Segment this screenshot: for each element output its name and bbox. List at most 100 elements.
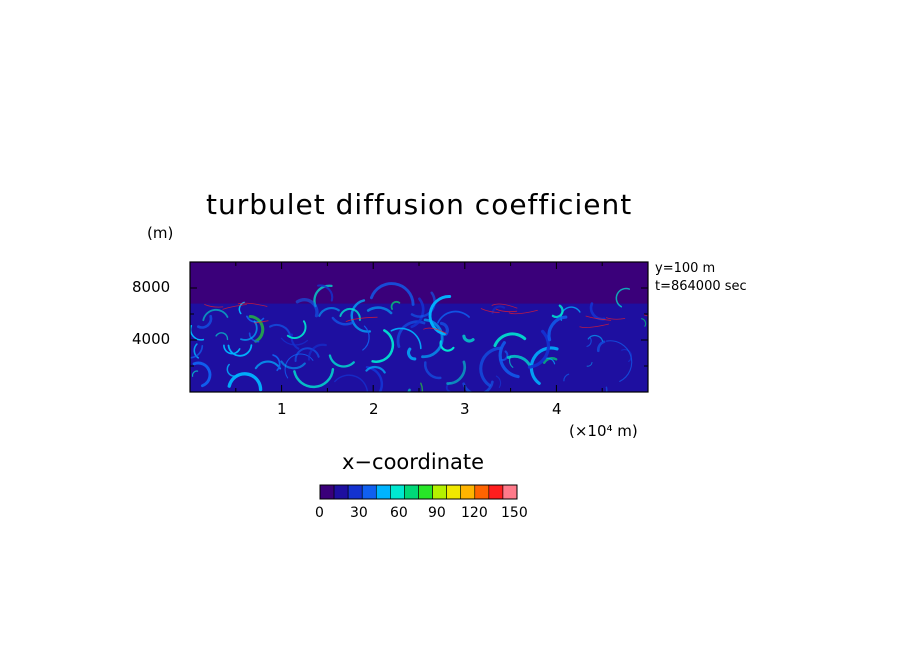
eddy-streak xyxy=(227,344,253,357)
eddy-streak xyxy=(410,297,425,329)
eddy-streak xyxy=(272,354,281,372)
eddy-streak xyxy=(547,315,568,342)
colorbar-tick-label: 150 xyxy=(501,505,528,521)
eddy-streak xyxy=(248,314,265,343)
eddy-streak xyxy=(529,346,559,385)
eddy-streak xyxy=(366,306,393,315)
boundary-filament xyxy=(204,304,224,308)
x-tick-label: 4 xyxy=(552,400,562,418)
y-axis-unit: (m) xyxy=(147,224,174,242)
colorbar-swatch xyxy=(319,484,335,500)
boundary-filament xyxy=(508,309,538,315)
eddy-streak xyxy=(369,282,415,306)
eddy-streak xyxy=(365,366,386,374)
eddy-streak xyxy=(545,357,556,365)
colorbar-tick-label: 90 xyxy=(428,505,446,521)
boundary-filament xyxy=(491,303,518,309)
eddy-streak xyxy=(254,360,282,370)
x-axis-unit: (×10⁴ m) xyxy=(569,422,638,440)
boundary-filament xyxy=(579,323,609,328)
colorbar-swatch xyxy=(418,484,433,500)
colorbar-swatch xyxy=(446,484,462,500)
eddy-streak xyxy=(331,316,355,326)
eddy-streak xyxy=(462,380,494,392)
colorbar-swatch xyxy=(361,484,377,500)
eddy-streak xyxy=(479,346,502,387)
boundary-filament xyxy=(495,308,518,313)
eddy-streak xyxy=(290,333,300,350)
boundary-filament xyxy=(222,304,247,310)
eddy-streak xyxy=(485,407,507,411)
colorbar-swatch xyxy=(347,484,363,500)
eddy-streak xyxy=(227,372,263,392)
eddy-streak xyxy=(192,361,212,388)
eddy-streak xyxy=(390,300,401,310)
eddy-streak xyxy=(641,318,647,327)
eddy-streak xyxy=(605,386,608,392)
eddy-streak xyxy=(280,360,306,370)
heatmap-field xyxy=(179,262,664,411)
boundary-filament xyxy=(480,308,500,313)
eddy-streak xyxy=(586,336,592,347)
eddy-streak xyxy=(493,332,527,348)
y-tick-label: 8000 xyxy=(132,278,171,296)
eddy-streak xyxy=(190,344,204,359)
colorbar-swatch xyxy=(460,484,476,500)
boundary-filament xyxy=(585,315,612,321)
colorbar-tick-label: 30 xyxy=(350,505,368,521)
eddy-streak xyxy=(407,347,417,361)
eddy-streak xyxy=(498,341,520,379)
x-tick-label: 1 xyxy=(277,400,287,418)
eddy-streak xyxy=(495,375,502,388)
eddy-streak xyxy=(420,382,424,392)
eddy-streak xyxy=(362,325,370,351)
boundary-filament xyxy=(605,317,626,320)
eddy-streak xyxy=(226,363,240,377)
eddy-streak xyxy=(248,332,260,343)
eddy-streak xyxy=(179,320,186,338)
colorbar-swatch xyxy=(333,484,349,500)
colorbar-swatch xyxy=(404,484,419,500)
upper-layer xyxy=(190,262,648,304)
eddy-streak xyxy=(193,343,199,359)
eddy-streak xyxy=(506,354,532,368)
colorbar xyxy=(319,484,518,500)
eddy-streak xyxy=(563,373,570,382)
eddy-streak xyxy=(318,307,340,317)
eddy-streak xyxy=(294,347,320,362)
eddy-streak xyxy=(551,304,564,319)
eddy-streak xyxy=(446,360,467,385)
colorbar-swatch xyxy=(390,484,405,500)
eddy-streak xyxy=(587,334,604,342)
eddy-streak xyxy=(328,354,355,368)
chart-title: turbulet diffusion coefficient xyxy=(206,188,633,221)
x-tick-label: 2 xyxy=(369,400,379,418)
boundary-filament xyxy=(237,302,268,307)
axis-ticks xyxy=(190,262,648,392)
eddy-streak xyxy=(215,332,229,341)
colorbar-swatch xyxy=(488,484,504,500)
eddy-streak xyxy=(317,284,334,302)
boundary-filament xyxy=(423,327,447,334)
eddy-streak xyxy=(350,299,372,333)
eddy-streak xyxy=(615,287,631,308)
eddy-streak xyxy=(196,314,213,329)
eddy-streak xyxy=(655,334,664,363)
eddy-streak xyxy=(295,298,319,318)
eddy-streak xyxy=(424,361,442,380)
eddy-streak xyxy=(439,321,449,336)
eddy-streak xyxy=(437,310,470,324)
eddy-streak xyxy=(202,308,229,322)
eddy-streak xyxy=(586,362,593,367)
eddy-streak xyxy=(190,325,205,341)
boundary-filament xyxy=(345,316,378,323)
colorbar-swatch xyxy=(375,484,391,500)
annotation-y-position: y=100 m xyxy=(655,261,716,276)
colorbar-swatch xyxy=(474,484,490,500)
boundary-filament xyxy=(253,320,269,324)
colorbar-swatch xyxy=(502,484,518,500)
annotation-time: t=864000 sec xyxy=(655,279,747,294)
eddy-streak xyxy=(371,329,395,363)
eddy-streak xyxy=(307,343,327,361)
